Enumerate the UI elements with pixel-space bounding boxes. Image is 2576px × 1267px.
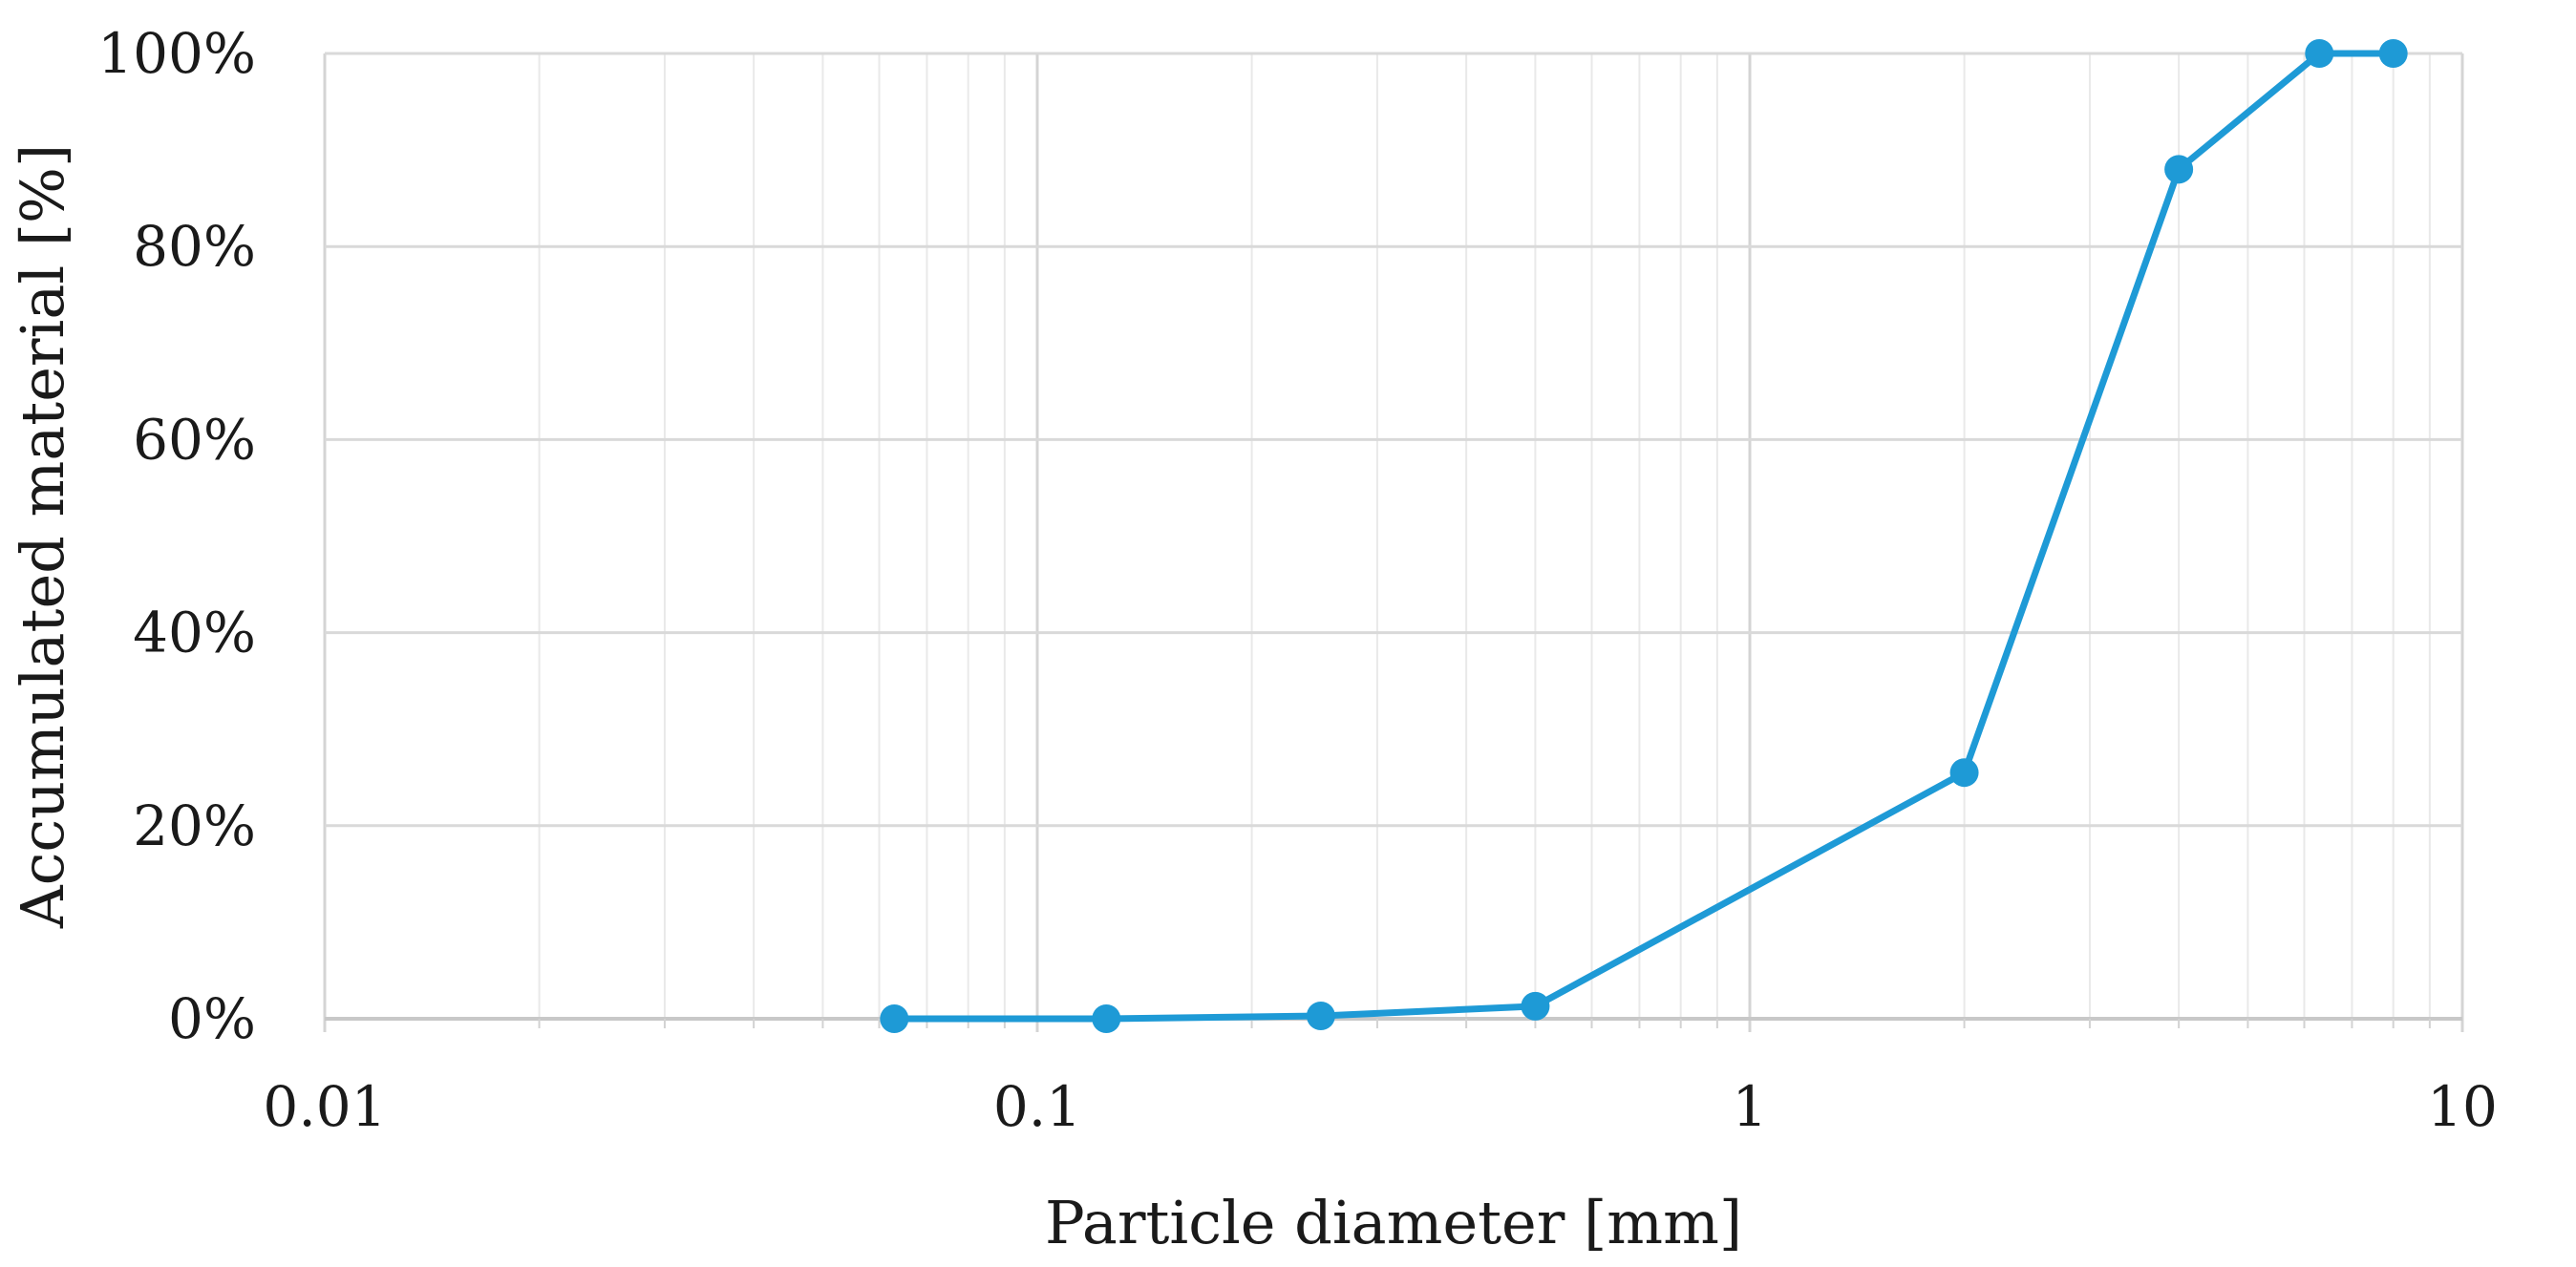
y-tick-label: 40%: [133, 601, 256, 665]
y-tick-label: 100%: [97, 21, 256, 86]
y-tick-label: 80%: [133, 214, 256, 279]
data-point: [2305, 39, 2334, 68]
y-axis-title: Accumulated material [%]: [8, 144, 77, 929]
y-tick-labels: 0% 20% 40% 60% 80% 100%: [97, 21, 256, 1051]
series-line: [890, 50, 2397, 1023]
data-point: [1949, 758, 1979, 788]
data-point: [1521, 991, 1550, 1021]
x-tick-label: 0.1: [993, 1074, 1081, 1139]
x-tick-label: 1: [1733, 1074, 1768, 1139]
major-gridlines: [323, 52, 2464, 1032]
data-point: [2164, 155, 2194, 184]
x-tick-label: 0.01: [263, 1074, 386, 1139]
y-tick-label: 0%: [168, 986, 256, 1051]
x-tick-labels: 0.01 0.1 1 10: [263, 1074, 2497, 1139]
minor-gridlines: [538, 53, 2431, 1019]
data-point: [1306, 1001, 1335, 1030]
data-point: [2378, 39, 2408, 68]
y-tick-label: 60%: [133, 407, 256, 472]
data-point: [1092, 1004, 1121, 1033]
y-tick-label: 20%: [133, 793, 256, 858]
x-axis-title: Particle diameter [mm]: [1045, 1188, 1742, 1257]
series-layer: [880, 39, 2408, 1033]
data-point: [880, 1004, 909, 1033]
x-tick-label: 10: [2427, 1074, 2498, 1139]
